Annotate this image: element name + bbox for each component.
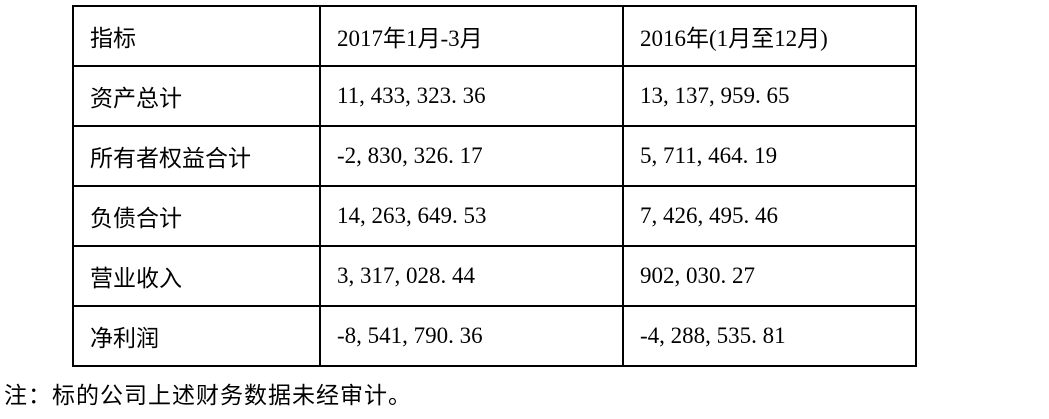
row-label: 资产总计 xyxy=(72,65,321,127)
table-row-owners-equity: 所有者权益合计 -2, 830, 326. 17 5, 711, 464. 19 xyxy=(72,125,917,187)
value-2017: 14, 263, 649. 53 xyxy=(319,185,624,247)
header-period-2017: 2017年1月-3月 xyxy=(319,5,624,67)
value-2016: 902, 030. 27 xyxy=(622,245,917,307)
value-2016: 7, 426, 495. 46 xyxy=(622,185,917,247)
table-row-total-liabilities: 负债合计 14, 263, 649. 53 7, 426, 495. 46 xyxy=(72,185,917,247)
table-row-net-profit: 净利润 -8, 541, 790. 36 -4, 288, 535. 81 xyxy=(72,305,917,367)
footnote: 注：标的公司上述财务数据未经审计。 xyxy=(4,383,412,408)
table-row-total-assets: 资产总计 11, 433, 323. 36 13, 137, 959. 65 xyxy=(72,65,917,127)
value-2017: 11, 433, 323. 36 xyxy=(319,65,624,127)
value-2017: -2, 830, 326. 17 xyxy=(319,125,624,187)
header-period-2016: 2016年(1月至12月) xyxy=(622,5,917,67)
table-row-operating-revenue: 营业收入 3, 317, 028. 44 902, 030. 27 xyxy=(72,245,917,307)
value-2016: 13, 137, 959. 65 xyxy=(622,65,917,127)
financial-data-table: 指标 2017年1月-3月 2016年(1月至12月) 资产总计 11, 433… xyxy=(72,5,917,367)
row-label: 营业收入 xyxy=(72,245,321,307)
value-2016: 5, 711, 464. 19 xyxy=(622,125,917,187)
header-indicator: 指标 xyxy=(72,5,321,67)
value-2017: 3, 317, 028. 44 xyxy=(319,245,624,307)
row-label: 负债合计 xyxy=(72,185,321,247)
row-label: 所有者权益合计 xyxy=(72,125,321,187)
value-2016: -4, 288, 535. 81 xyxy=(622,305,917,367)
value-2017: -8, 541, 790. 36 xyxy=(319,305,624,367)
table-header-row: 指标 2017年1月-3月 2016年(1月至12月) xyxy=(72,5,917,67)
row-label: 净利润 xyxy=(72,305,321,367)
